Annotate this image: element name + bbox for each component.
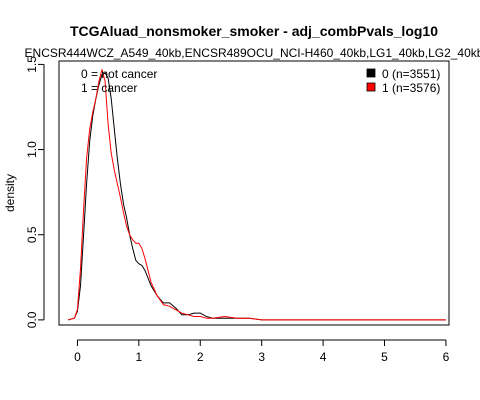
x-tick-label: 2 xyxy=(197,350,204,364)
x-tick-label: 5 xyxy=(381,350,388,364)
x-tick-label: 3 xyxy=(258,350,265,364)
legend-label: 0 (n=3551) xyxy=(382,67,440,81)
annotation-not-cancer: 0 = not cancer xyxy=(81,67,157,81)
x-tick-label: 4 xyxy=(320,350,327,364)
series-layer xyxy=(68,69,446,321)
x-tick-label: 0 xyxy=(74,350,81,364)
chart-title: TCGAluad_nonsmoker_smoker - adj_combPval… xyxy=(70,23,438,39)
legend-swatch xyxy=(366,68,376,78)
y-tick-label: 0.5 xyxy=(25,226,39,243)
x-tick-label: 6 xyxy=(443,350,450,364)
series-line-0 xyxy=(68,72,446,321)
legend-label: 1 (n=3576) xyxy=(382,81,440,95)
legend-swatch xyxy=(366,82,376,92)
annotation-cancer: 1 = cancer xyxy=(81,81,137,95)
chart-subtitle: ENCSR444WCZ_A549_40kb,ENCSR489OCU_NCI-H4… xyxy=(25,46,480,60)
legend: 0 (n=3551)1 (n=3576) xyxy=(366,67,440,95)
y-tick-label: 1.5 xyxy=(25,56,39,73)
axis-layer: 0 1 2 3 4 5 6 0.0 0.5 1.0 1.5 xyxy=(25,56,450,364)
y-axis-label: density xyxy=(3,174,17,212)
x-tick-label: 1 xyxy=(135,350,142,364)
series-line-1 xyxy=(68,69,446,321)
y-tick-label: 1.0 xyxy=(25,141,39,158)
y-tick-label: 0.0 xyxy=(25,311,39,328)
plot-area-frame xyxy=(58,60,450,326)
